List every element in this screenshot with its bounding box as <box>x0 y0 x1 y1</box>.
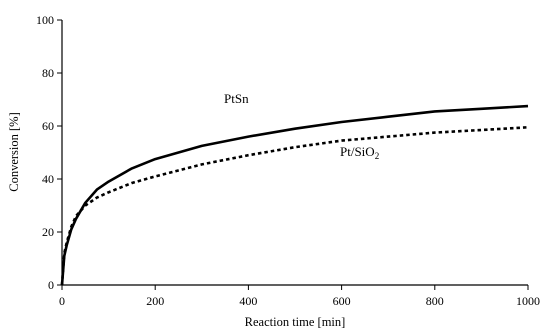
x-tick-label: 800 <box>426 294 444 308</box>
x-ticks: 0 200 400 600 800 1000 <box>59 285 540 308</box>
plot-area <box>60 104 529 286</box>
series-label-ptsio2-main: Pt/SiO <box>340 144 375 159</box>
y-tick-label: 60 <box>42 119 54 133</box>
series-label-ptsio2-sub: 2 <box>375 151 380 161</box>
x-axis-title: Reaction time [min] <box>245 315 346 329</box>
y-axis-title: Conversion [%] <box>7 112 21 192</box>
x-tick-label: 600 <box>333 294 351 308</box>
y-tick-label: 80 <box>42 66 54 80</box>
series-label-ptsio2: Pt/SiO2 <box>340 144 379 161</box>
y-ticks: 0 20 40 60 80 100 <box>36 13 62 292</box>
series-label-ptsn: PtSn <box>224 91 249 106</box>
series-line-ptsio2 <box>60 126 529 286</box>
x-tick-label: 1000 <box>516 294 540 308</box>
axes <box>61 20 528 286</box>
y-tick-label: 20 <box>42 225 54 239</box>
y-tick-label: 100 <box>36 13 54 27</box>
y-tick-label: 40 <box>42 172 54 186</box>
series-line-ptsn <box>60 104 529 286</box>
x-tick-label: 0 <box>59 294 65 308</box>
y-tick-label: 0 <box>48 278 54 292</box>
x-tick-label: 400 <box>239 294 257 308</box>
x-tick-label: 200 <box>146 294 164 308</box>
